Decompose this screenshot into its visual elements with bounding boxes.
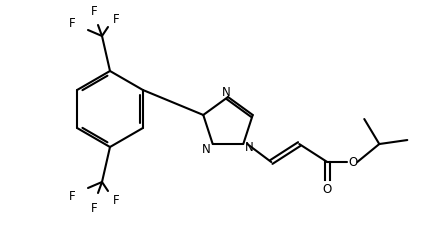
Text: N: N [202,142,211,155]
Text: N: N [245,140,254,153]
Text: F: F [113,12,119,25]
Text: O: O [349,155,358,168]
Text: O: O [323,182,332,195]
Text: F: F [113,194,119,207]
Text: N: N [222,85,230,98]
Text: F: F [90,202,97,215]
Text: F: F [69,190,75,203]
Text: F: F [90,5,97,17]
Text: F: F [69,16,75,29]
